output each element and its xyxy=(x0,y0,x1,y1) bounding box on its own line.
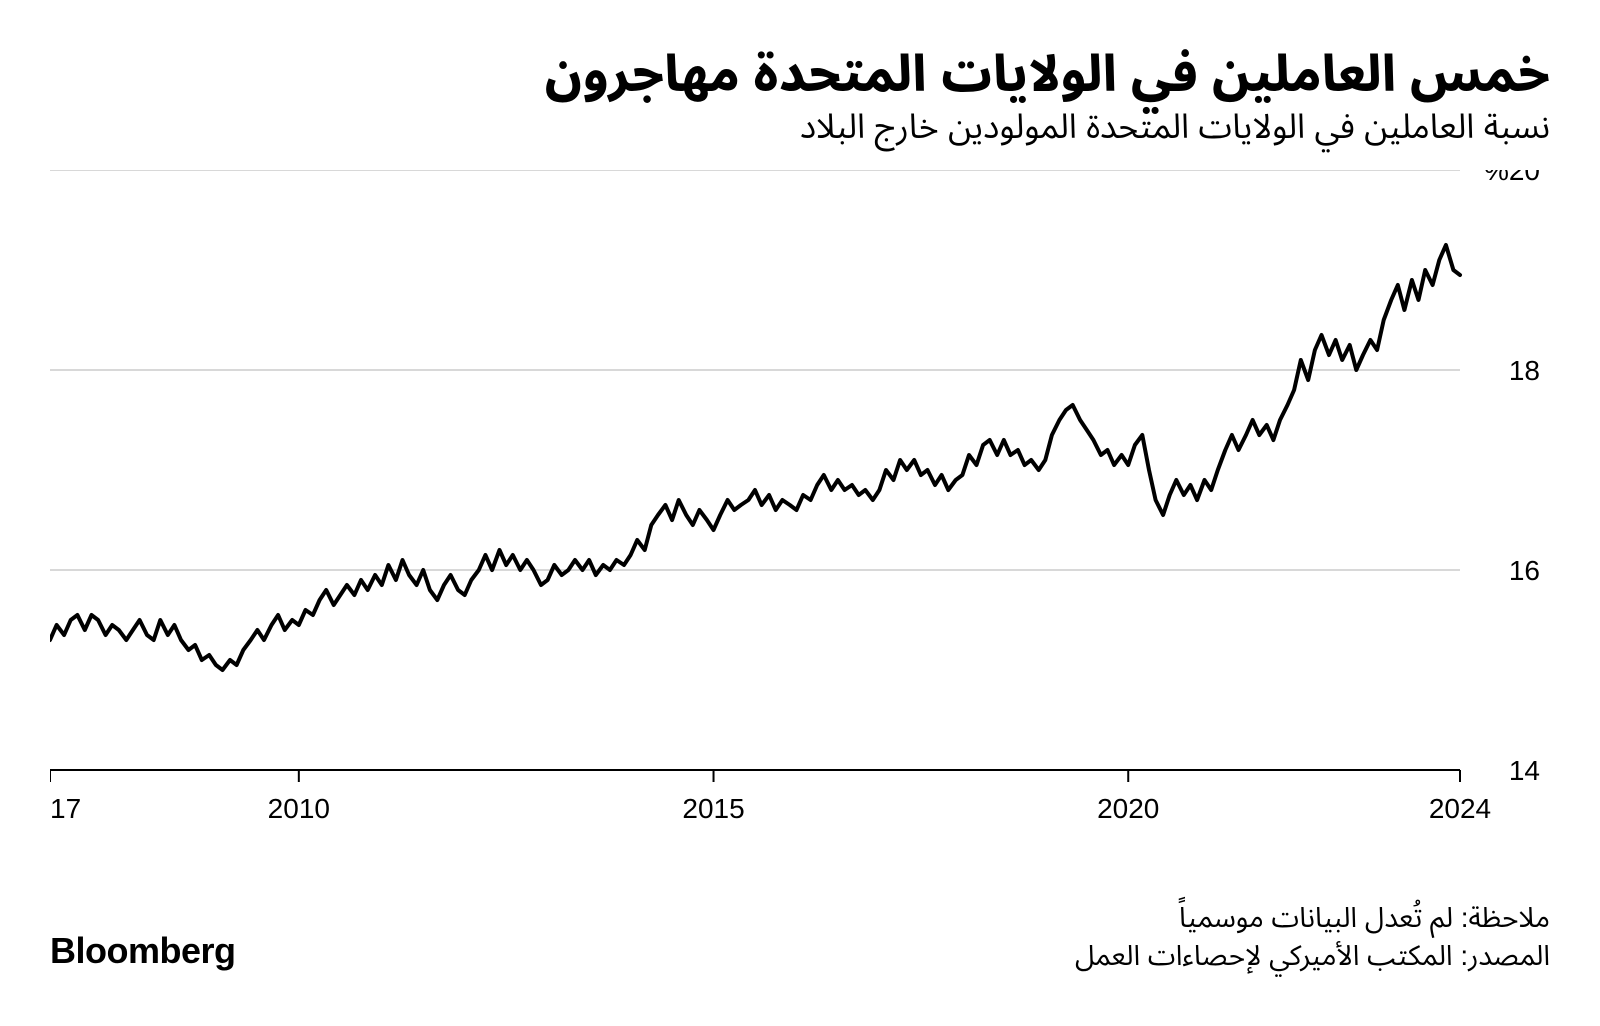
x-tick-label: 2017 xyxy=(50,793,81,824)
chart-plot-area: 141618%2020172010201520202024 xyxy=(50,170,1550,790)
y-tick-label: 18 xyxy=(1509,355,1540,386)
y-tick-label: %20 xyxy=(1484,170,1540,186)
x-tick-label: 2010 xyxy=(268,793,330,824)
data-line xyxy=(50,245,1460,670)
y-tick-label: 16 xyxy=(1509,555,1540,586)
x-tick-label: 2024 xyxy=(1429,793,1491,824)
x-tick-label: 2020 xyxy=(1097,793,1159,824)
chart-subtitle: نسبة العاملين في الولايات المتحدة المولو… xyxy=(800,92,1550,164)
chart-source: المصدر: المكتب الأميركي لإحصاءات العمل xyxy=(1075,927,1550,986)
brand-logo: Bloomberg xyxy=(50,930,236,972)
chart-container: خمس العاملين في الولايات المتحدة مهاجرون… xyxy=(0,0,1600,1026)
y-tick-label: 14 xyxy=(1509,755,1540,786)
x-tick-label: 2015 xyxy=(682,793,744,824)
chart-svg: 14 16 18 %20 2017 2010 2015 2020 2024 xyxy=(50,170,1550,870)
